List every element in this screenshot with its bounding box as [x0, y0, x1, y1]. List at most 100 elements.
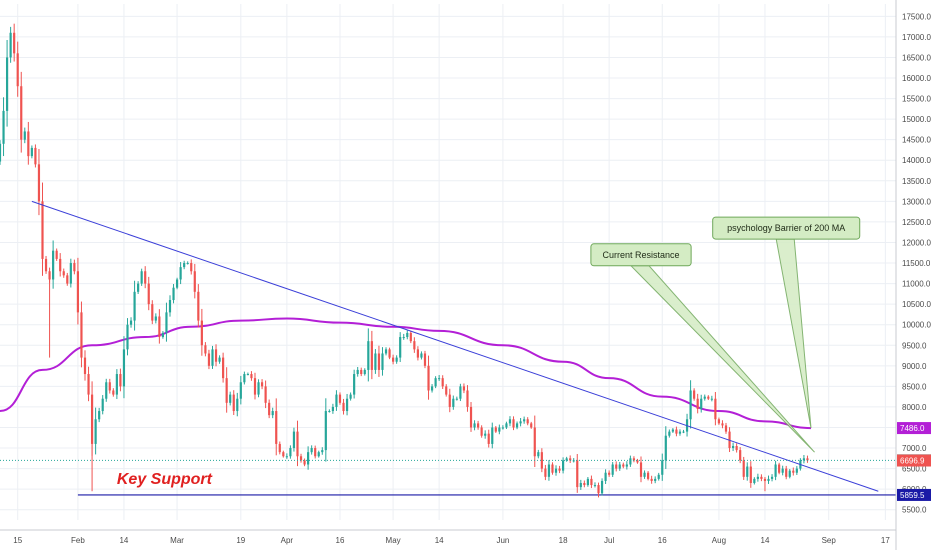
candle-body: [562, 460, 565, 471]
candle-body: [423, 353, 427, 366]
candle-body: [441, 378, 444, 387]
candle-body: [292, 431, 296, 449]
candle-body: [664, 435, 667, 461]
trendline-group: [0, 200, 896, 492]
candle-body: [749, 466, 752, 483]
candle-body: [778, 464, 781, 473]
candle-body: [763, 478, 767, 481]
candle-body: [413, 341, 416, 350]
candle-body: [392, 357, 395, 362]
candle-body: [618, 464, 621, 469]
x-tick-label: 16: [336, 536, 345, 545]
candle-body: [80, 312, 83, 358]
candle-body: [572, 460, 575, 462]
candle-body: [675, 429, 678, 434]
candle-body: [271, 411, 274, 416]
candle-body: [147, 283, 150, 305]
price-tag: [897, 422, 931, 435]
candle-body: [689, 390, 692, 420]
candle-body: [108, 382, 111, 391]
candle-body: [586, 478, 589, 486]
candle-body: [760, 476, 763, 479]
callout-box[interactable]: [590, 243, 692, 267]
candle-body: [165, 312, 168, 333]
candle-body: [682, 431, 685, 433]
candle-body: [597, 485, 600, 494]
candle-body: [579, 482, 582, 488]
candle-body: [767, 478, 770, 481]
candle-body: [76, 271, 80, 313]
annotations: Current Resistance psychology Barrier of …: [117, 216, 861, 488]
y-tick-label: 10500.0: [902, 300, 931, 309]
candle-body: [739, 450, 742, 461]
candle-body: [717, 419, 721, 424]
price-tag-label: 7486.0: [900, 424, 925, 433]
ma-200-line: [0, 317, 812, 430]
candle-body: [600, 480, 604, 494]
callout-box[interactable]: [712, 216, 861, 240]
candle-body: [462, 386, 466, 391]
candle-body: [671, 429, 674, 432]
candle-body: [802, 458, 806, 461]
y-tick-label: 11000.0: [902, 280, 931, 289]
y-tick-label: 17000.0: [902, 33, 931, 42]
candle-body: [792, 470, 795, 473]
candle-body: [795, 468, 798, 473]
candle-body: [172, 287, 175, 301]
candle-body: [661, 460, 664, 475]
candle-body: [168, 300, 172, 313]
candle-body: [583, 482, 586, 486]
candle-body: [480, 427, 483, 436]
candle-body: [13, 32, 16, 54]
candle-body: [427, 365, 430, 391]
x-tick-label: Jul: [604, 536, 614, 545]
candle-body: [342, 402, 345, 412]
price-tag-label: 6696.9: [900, 457, 925, 466]
candle-body: [430, 386, 434, 391]
candle-body: [307, 452, 310, 465]
x-tick-label: 18: [559, 536, 568, 545]
candle-body: [303, 460, 306, 465]
candle-body: [66, 275, 69, 284]
y-tick-label: 14000.0: [902, 156, 931, 165]
candle-body: [576, 460, 579, 488]
candle-body: [151, 304, 154, 321]
y-tick-label: 14500.0: [902, 136, 931, 145]
candle-body: [806, 458, 809, 461]
candle-body: [636, 460, 639, 463]
candle-body: [735, 445, 738, 451]
candle-body: [268, 402, 271, 416]
candle-body: [154, 316, 157, 321]
candle-body: [756, 476, 759, 479]
descending-trendline: [31, 200, 879, 492]
candle-body: [551, 464, 554, 473]
candle-body: [537, 452, 540, 457]
candle-body: [377, 353, 381, 370]
candle-body: [314, 448, 317, 457]
price-tag: [897, 488, 931, 501]
y-tick-label: 17500.0: [902, 12, 931, 21]
candle-body: [243, 374, 246, 383]
candle-body: [703, 396, 706, 399]
candle-body: [144, 271, 147, 284]
candle-body: [197, 291, 200, 321]
candle-body: [52, 250, 55, 280]
candle-body: [356, 369, 359, 375]
candle-body: [328, 411, 331, 413]
candle-body: [275, 411, 278, 444]
candle-body: [399, 337, 402, 358]
candle-body: [544, 468, 547, 477]
candle-body: [324, 411, 327, 451]
candle-body: [770, 476, 774, 479]
callout-label: psychology Barrier of 200 MA: [727, 223, 845, 233]
candle-body: [363, 369, 366, 375]
candle-body: [742, 460, 745, 477]
candle-body: [519, 421, 522, 424]
candle-body: [137, 283, 140, 292]
x-tick-label: Mar: [170, 536, 184, 545]
candle-body: [278, 443, 281, 453]
